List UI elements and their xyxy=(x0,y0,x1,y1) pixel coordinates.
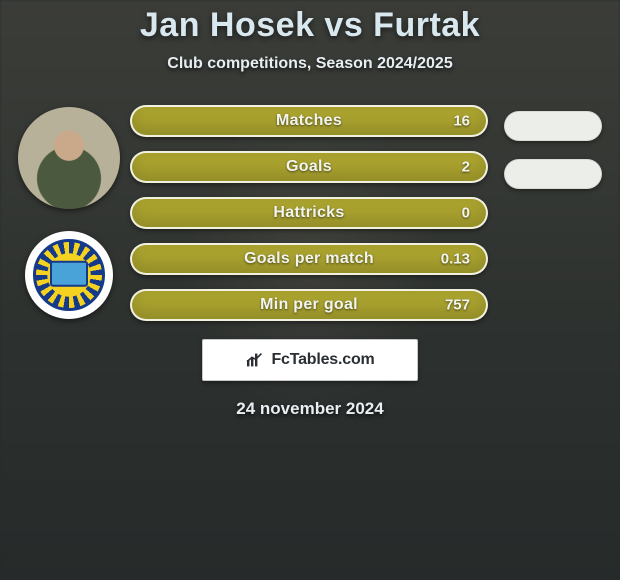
stat-label: Min per goal xyxy=(260,296,358,314)
stat-value: 0 xyxy=(462,205,470,222)
infographic-root: Jan Hosek vs Furtak Club competitions, S… xyxy=(0,0,620,580)
player-avatar xyxy=(18,107,120,209)
club-badge xyxy=(25,231,113,319)
opponent-pill xyxy=(504,159,602,189)
page-title: Jan Hosek vs Furtak xyxy=(0,6,620,45)
stat-value: 757 xyxy=(445,297,470,314)
stat-label: Hattricks xyxy=(273,204,344,222)
stat-value: 2 xyxy=(462,159,470,176)
stat-label: Goals per match xyxy=(244,250,374,268)
opponent-pill xyxy=(504,111,602,141)
stat-label: Goals xyxy=(286,158,332,176)
stats-column: Matches 16 Goals 2 Hattricks 0 Goals per… xyxy=(130,105,494,321)
stat-value: 16 xyxy=(453,113,470,130)
right-column xyxy=(494,105,612,189)
stat-value: 0.13 xyxy=(441,251,470,268)
stat-bar-goals: Goals 2 xyxy=(130,151,488,183)
stat-label: Matches xyxy=(276,112,342,130)
stat-bar-matches: Matches 16 xyxy=(130,105,488,137)
brand-box: FcTables.com xyxy=(202,339,418,381)
stat-bar-goals-per-match: Goals per match 0.13 xyxy=(130,243,488,275)
left-column xyxy=(8,105,130,319)
main-row: Matches 16 Goals 2 Hattricks 0 Goals per… xyxy=(0,105,620,321)
club-crest-icon xyxy=(33,239,105,311)
date-text: 24 november 2024 xyxy=(0,399,620,419)
stat-bar-min-per-goal: Min per goal 757 xyxy=(130,289,488,321)
subtitle: Club competitions, Season 2024/2025 xyxy=(0,55,620,73)
chart-icon xyxy=(245,352,265,368)
stat-bar-hattricks: Hattricks 0 xyxy=(130,197,488,229)
brand-text: FcTables.com xyxy=(271,351,374,369)
